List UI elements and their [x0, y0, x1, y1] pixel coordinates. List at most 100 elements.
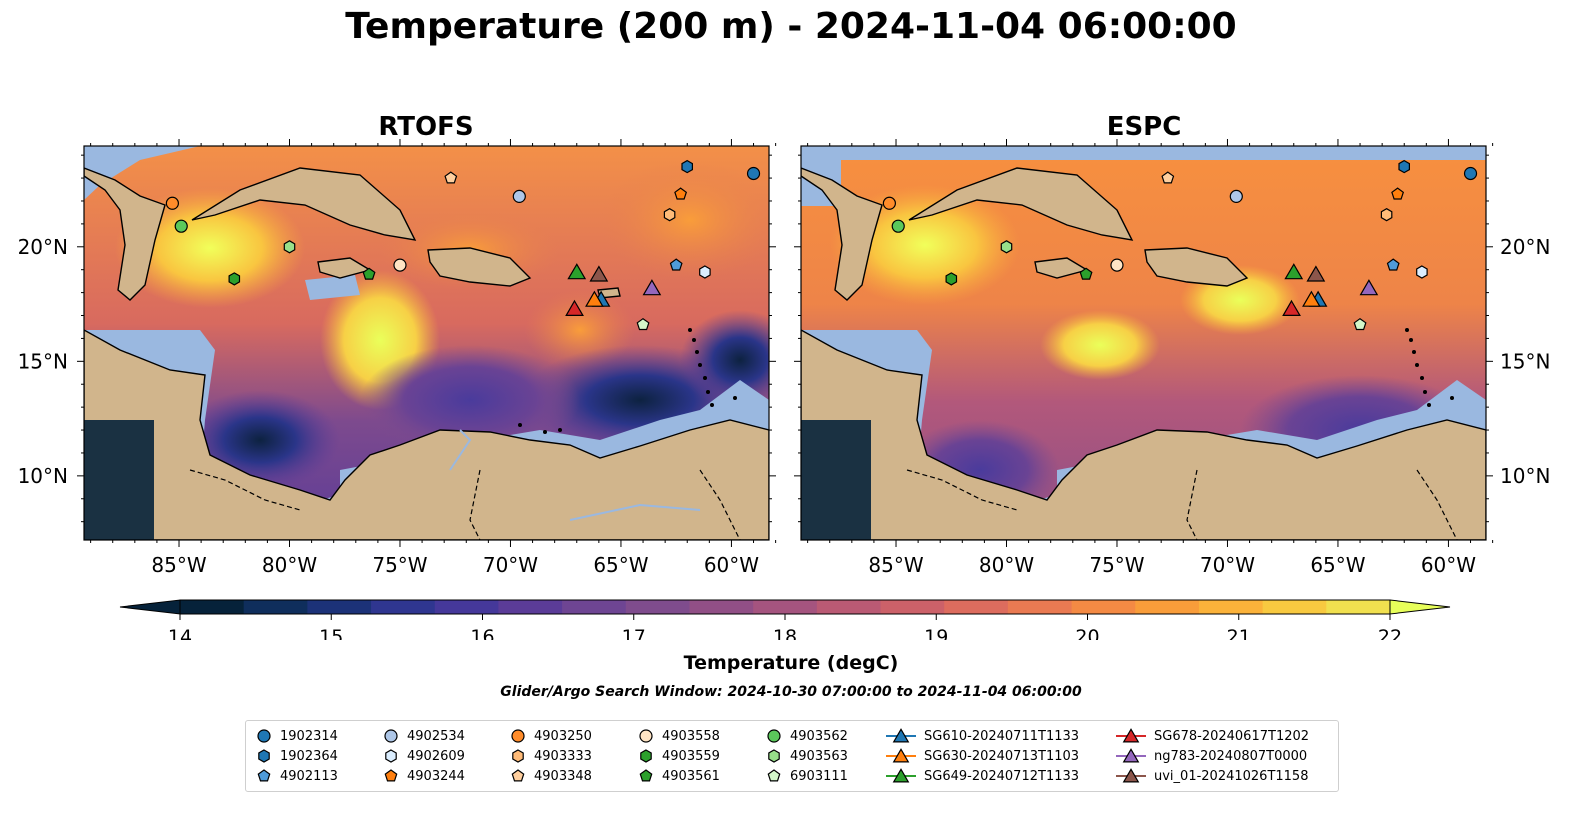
legend-marker [768, 749, 780, 763]
espc-marker-SG678-20240617T1202 [1282, 299, 1301, 316]
espc-marker-4903561 [1079, 267, 1093, 280]
colorbar-segment [562, 600, 627, 614]
espc-marker-4902113 [1386, 258, 1400, 271]
colorbar-segment [816, 600, 882, 614]
espc-map [801, 146, 1486, 540]
legend-item: 4903562 [766, 726, 848, 746]
rtofs-marker-4902534 [512, 189, 526, 203]
legend-label: 4903244 [407, 768, 465, 784]
rtofs-marker-4903562 [174, 219, 188, 233]
colorbar-tick-label: 18 [773, 626, 797, 640]
legend-label: SG630-20240713T1103 [924, 748, 1080, 764]
colorbar-segment [498, 600, 563, 614]
legend-marker [257, 769, 271, 782]
legend-item: 4902113 [256, 766, 338, 786]
search-window-label: Glider/Argo Search Window: 2024-10-30 07… [500, 684, 1082, 700]
espc-marker-4903250 [882, 196, 896, 210]
rtofs-marker-uvi_01-20241026T1158 [589, 265, 609, 282]
colorbar-over-arrow [1389, 599, 1451, 615]
rtofs-marker-4903250 [165, 196, 179, 210]
colorbar-segment [1007, 600, 1073, 614]
legend-marker [639, 729, 653, 743]
legend-marker-icon [640, 749, 652, 763]
legend-marker-icon [385, 749, 397, 763]
colorbar-segment [625, 600, 691, 614]
legend-item: 6903111 [766, 766, 848, 786]
legend-label: SG678-20240617T1202 [1154, 728, 1310, 744]
legend-label: uvi_01-20241026T1158 [1154, 768, 1309, 784]
legend-item: 4903563 [766, 746, 848, 766]
colorbar-segment [753, 600, 818, 614]
legend-item: 1902314 [256, 726, 338, 746]
lon-tick-label: 80°W [262, 553, 317, 577]
legend-marker [257, 729, 271, 743]
legend-label: 4903348 [534, 768, 592, 784]
colorbar-segment [180, 600, 245, 614]
rtofs-map [84, 146, 769, 540]
legend-marker-icon [258, 749, 270, 763]
lon-tick-label: 60°W [704, 553, 759, 577]
legend-label: ng783-20240807T0000 [1154, 748, 1308, 764]
legend-marker-icon [257, 769, 271, 782]
rtofs-marker-SG678-20240617T1202 [565, 299, 584, 316]
colorbar-segment [689, 600, 754, 614]
colorbar-segment [371, 600, 436, 614]
espc-marker-4903563 [1000, 240, 1013, 254]
rtofs-marker-4903558 [393, 258, 407, 272]
legend-marker-icon [1116, 728, 1146, 743]
legend-marker-icon [768, 749, 780, 763]
legend-marker [384, 729, 398, 743]
espc-marker-4903348 [1161, 171, 1175, 184]
colorbar-tick-label: 16 [470, 626, 494, 640]
legend-marker-icon [886, 748, 916, 763]
legend-label: 4903561 [662, 768, 720, 784]
legend-marker-icon [639, 769, 653, 782]
espc-lesser-antilles [1405, 328, 1454, 407]
rtofs-marker-4903348 [444, 171, 458, 184]
lat-tick-label-right: 20°N [1500, 235, 1550, 259]
espc-marker-1902364 [1398, 159, 1411, 174]
espc-marker-4903333 [1380, 208, 1393, 222]
legend-marker [892, 768, 910, 783]
map-figure: 85°W 80°W 75°W 70°W 65°W 60°W 85°W 80°W 75°W 70°W… [18, 139, 1550, 640]
colorbar-tick-label: 20 [1075, 626, 1099, 640]
legend-item: SG610-20240711T1133 [886, 726, 1079, 746]
legend-label: 4903559 [662, 748, 720, 764]
legend-label: 4903562 [790, 728, 848, 744]
colorbar-tick-label: 21 [1227, 626, 1251, 640]
legend-marker-icon [384, 729, 398, 743]
legend-marker [639, 769, 653, 782]
legend-item: 4903558 [638, 726, 720, 746]
legend-label: 4903558 [662, 728, 720, 744]
espc-marker-SG649-20240712T1133 [1284, 263, 1304, 280]
legend-marker [640, 749, 652, 763]
legend-label: 1902314 [280, 728, 338, 744]
espc-marker-4902534 [1229, 189, 1243, 203]
colorbar-segment [307, 600, 372, 614]
rtofs-lesser-antilles [518, 328, 737, 434]
legend-marker [258, 749, 270, 763]
legend-marker-icon [767, 769, 781, 782]
rtofs-marker-4902113 [669, 258, 683, 271]
legend-item: 4903348 [510, 766, 592, 786]
colorbar-under-arrow [119, 599, 181, 615]
espc-marker-4902609 [1416, 265, 1428, 279]
legend-item: uvi_01-20241026T1158 [1116, 766, 1308, 786]
legend-item: 4903559 [638, 746, 720, 766]
colorbar-segment [1262, 600, 1327, 614]
colorbar-tick-label: 15 [319, 626, 343, 640]
espc-marker-uvi_01-20241026T1158 [1306, 265, 1326, 282]
colorbar-segment [1135, 600, 1200, 614]
legend: 1902314 1902364 4902113 4902534 4902609 49032… [245, 720, 1339, 792]
lon-tick-label: 70°W [483, 553, 538, 577]
colorbar-tick-label: 19 [924, 626, 948, 640]
legend-item: 4902609 [383, 746, 465, 766]
panel-title-rtofs: RTOFS [378, 112, 474, 142]
legend-marker-icon [886, 728, 916, 743]
lon-tick-label: 75°W [1089, 553, 1144, 577]
espc-marker-ng783-20240807T0000 [1359, 279, 1379, 296]
espc-marker-SG630-20240713T1103 [1302, 290, 1321, 307]
rtofs-marker-4903561 [362, 267, 376, 280]
legend-label: 4902609 [407, 748, 465, 764]
legend-label: 4903250 [534, 728, 592, 744]
